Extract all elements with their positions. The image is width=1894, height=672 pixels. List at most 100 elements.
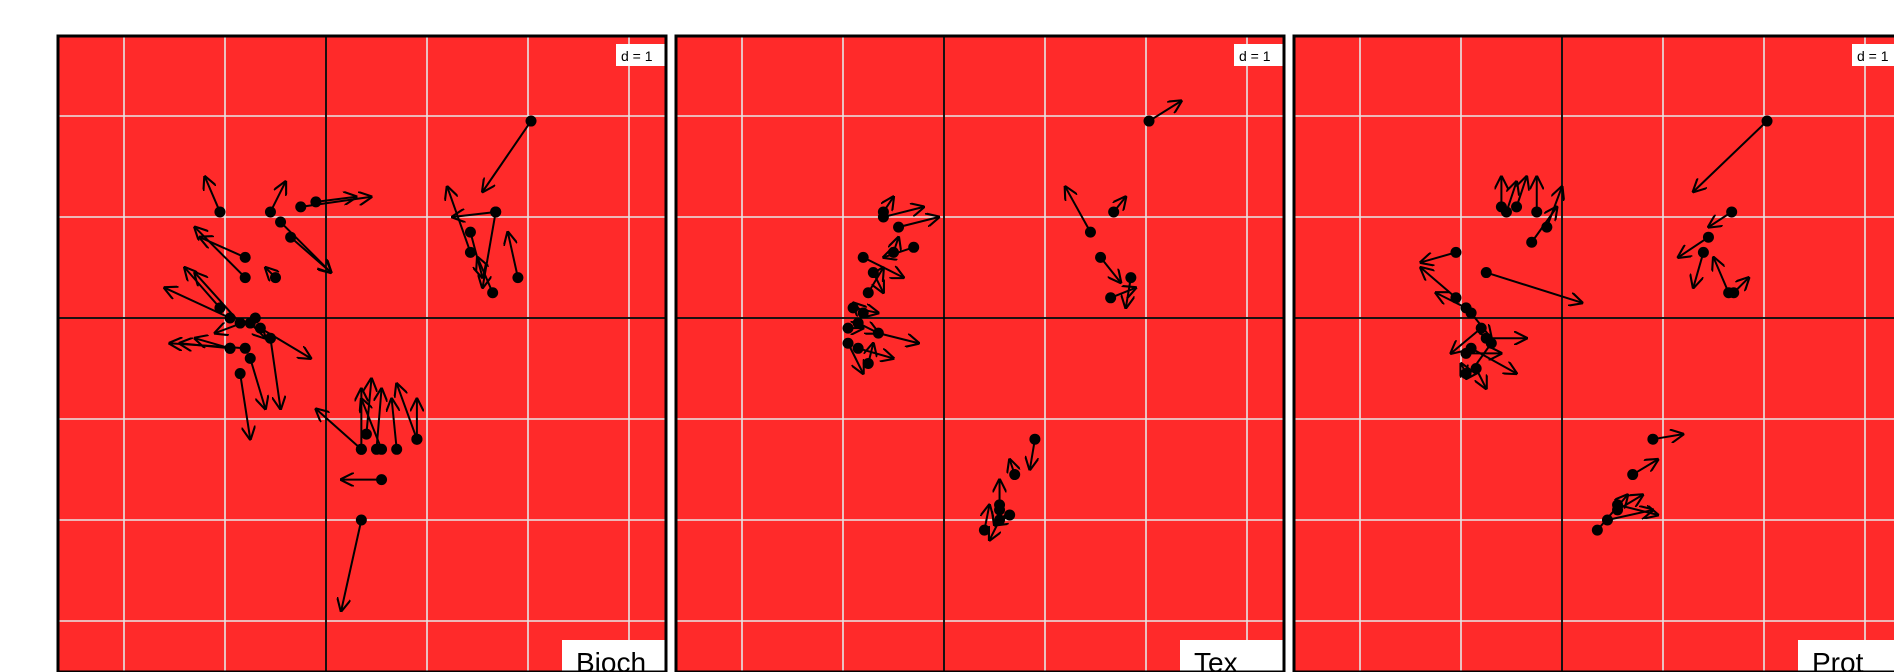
panel-plot-area: d = 1 Prot xyxy=(1294,36,1894,672)
panel-label: Tex xyxy=(1194,647,1238,672)
point xyxy=(842,337,854,349)
arrow xyxy=(1436,293,1467,309)
point xyxy=(1526,236,1538,248)
point xyxy=(270,272,281,284)
point xyxy=(1485,337,1497,349)
arrow xyxy=(1678,236,1710,257)
point xyxy=(1697,246,1709,258)
panel-label: Bioch xyxy=(576,647,646,672)
panel-background xyxy=(58,36,666,672)
point xyxy=(1084,226,1096,238)
arrow xyxy=(377,389,382,450)
arrow xyxy=(1421,251,1457,262)
point xyxy=(1702,231,1714,243)
arrow xyxy=(269,338,280,409)
panel-3: d = 1 Prot xyxy=(1292,34,1894,672)
point xyxy=(1591,524,1603,536)
arrow xyxy=(269,182,285,213)
point xyxy=(1601,514,1613,526)
arrow xyxy=(1065,187,1092,233)
arrow xyxy=(883,207,923,218)
point xyxy=(1460,347,1472,359)
point xyxy=(464,226,476,238)
point xyxy=(862,357,874,369)
point xyxy=(1105,292,1117,304)
arrow xyxy=(478,257,494,294)
arrow xyxy=(1451,327,1482,353)
point xyxy=(1726,206,1738,218)
point xyxy=(994,504,1006,516)
point xyxy=(224,312,236,324)
point xyxy=(842,322,854,334)
point xyxy=(264,332,276,344)
point xyxy=(512,272,524,284)
arrow xyxy=(316,409,363,451)
arrow xyxy=(239,373,250,440)
scale-label: d = 1 xyxy=(1239,48,1271,64)
point xyxy=(249,312,261,324)
point xyxy=(355,514,367,526)
point xyxy=(487,287,499,299)
point xyxy=(857,251,869,263)
point xyxy=(214,206,226,218)
point xyxy=(1627,469,1639,481)
arrow xyxy=(315,197,356,202)
point xyxy=(862,287,874,299)
point xyxy=(239,342,251,354)
arrow xyxy=(249,358,265,409)
panel-label-box: Bioch xyxy=(562,640,666,672)
scale-label-bg xyxy=(616,44,666,66)
point xyxy=(464,246,476,258)
arrow xyxy=(1148,101,1181,122)
point xyxy=(1004,509,1016,521)
point xyxy=(888,246,899,258)
point xyxy=(1511,201,1523,213)
point xyxy=(244,352,256,364)
arrow xyxy=(289,236,331,272)
point xyxy=(1531,206,1543,218)
point xyxy=(355,443,367,455)
point xyxy=(1108,206,1120,218)
point xyxy=(1460,368,1472,380)
arrow xyxy=(483,120,532,192)
panel-frame xyxy=(56,34,668,672)
point xyxy=(310,196,322,208)
point xyxy=(852,317,864,329)
point xyxy=(1125,272,1137,284)
panel-label-bg xyxy=(562,640,666,672)
point xyxy=(978,524,990,536)
arrow xyxy=(898,217,939,229)
panel-2: d = 1 Tex xyxy=(674,34,1286,672)
point xyxy=(360,428,372,440)
point xyxy=(1029,433,1041,445)
panel-frame xyxy=(674,34,1286,672)
arrow xyxy=(1607,510,1652,521)
panel-label-bg xyxy=(1180,640,1284,672)
point xyxy=(224,342,236,354)
panel-background xyxy=(1294,36,1894,672)
point xyxy=(285,231,297,243)
point xyxy=(872,327,884,339)
point xyxy=(1647,433,1659,445)
point xyxy=(1495,201,1507,213)
point xyxy=(234,368,246,380)
arrow xyxy=(185,268,221,309)
scale-label: d = 1 xyxy=(1857,48,1889,64)
point xyxy=(877,211,889,223)
scale-label-bg xyxy=(1852,44,1894,66)
point xyxy=(295,201,307,213)
point xyxy=(908,241,920,253)
point xyxy=(239,251,251,263)
scale-label-box: d = 1 xyxy=(1234,44,1284,66)
arrow xyxy=(878,332,918,343)
point xyxy=(867,267,879,279)
arrow xyxy=(195,338,231,350)
arrow xyxy=(1693,120,1768,192)
point xyxy=(1450,246,1462,258)
point xyxy=(234,317,246,329)
arrow xyxy=(452,212,496,217)
point xyxy=(1470,363,1482,374)
point xyxy=(376,474,388,486)
panel-plot-area: d = 1 Bioch xyxy=(58,36,666,672)
